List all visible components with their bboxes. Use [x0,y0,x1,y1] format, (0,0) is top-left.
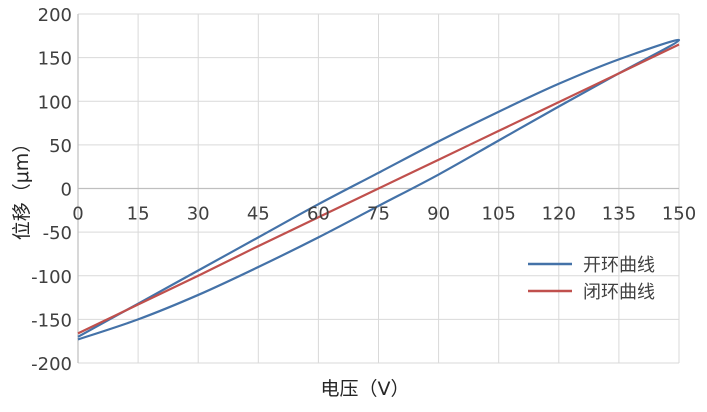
y-tick-label: -100 [31,267,72,288]
legend-label-2: 闭环曲线 [583,282,655,303]
x-tick-label: 135 [602,204,636,225]
y-tick-label: 200 [38,5,72,26]
y-tick-label: 150 [38,49,72,70]
series-lines [77,38,681,341]
y-tick-label: 0 [61,180,72,201]
x-tick-label: 45 [247,204,270,225]
x-tick-label: 15 [127,204,150,225]
y-tick-label: -200 [31,354,72,375]
y-tick-label: 50 [49,136,72,157]
x-tick-label: 60 [307,204,330,225]
legend-label-1: 开环曲线 [583,255,655,276]
x-tick-label: 0 [72,204,83,225]
x-tick-label: 30 [187,204,210,225]
x-tick-labels: 0 15 30 45 60 75 90 105 120 135 150 [72,204,696,225]
x-tick-label: 90 [427,204,450,225]
series-line-1 [77,38,681,341]
x-axis-title: 电压（V） [321,378,410,400]
y-tick-label: 100 [38,92,72,113]
x-tick-label: 120 [542,204,576,225]
x-tick-label: 105 [482,204,516,225]
x-tick-label: 75 [367,204,390,225]
y-axis-title: 位移（μm） [11,134,33,241]
y-tick-labels: 200 150 100 50 0 -50 -100 -150 -200 [31,5,72,375]
y-tick-label: -50 [43,223,72,244]
grid [77,13,680,364]
series-line-2 [77,43,680,335]
x-tick-label: 150 [662,204,696,225]
y-tick-label: -150 [31,310,72,331]
